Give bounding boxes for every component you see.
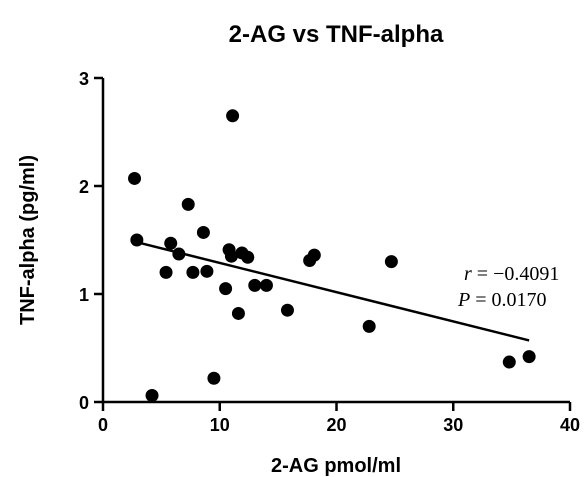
data-point <box>200 264 214 278</box>
data-point <box>128 171 142 185</box>
x-tick-label: 20 <box>326 415 346 435</box>
data-point <box>384 255 398 269</box>
p-value: = 0.0170 <box>470 289 546 311</box>
r-symbol: r <box>464 263 472 285</box>
p-symbol: P <box>457 289 470 311</box>
data-point <box>196 225 210 239</box>
x-axis-label: 2-AG pmol/ml <box>271 455 401 477</box>
data-point <box>145 389 159 403</box>
data-point <box>522 350 536 364</box>
x-tick-label: 30 <box>443 415 463 435</box>
data-point <box>241 250 255 264</box>
data-point <box>280 303 294 317</box>
data-point <box>248 278 262 292</box>
data-point <box>502 355 516 369</box>
y-tick-label: 0 <box>79 393 89 413</box>
x-tick-label: 40 <box>560 415 580 435</box>
trendline-group <box>136 240 530 342</box>
y-tick-label: 1 <box>79 285 89 305</box>
data-point <box>181 197 195 211</box>
y-tick-label: 3 <box>79 69 89 89</box>
data-point <box>219 282 233 296</box>
y-axis-label: TNF-alpha (pg/ml) <box>17 155 39 325</box>
x-axis: 0 10 20 30 40 <box>98 400 580 435</box>
data-point <box>307 248 321 262</box>
data-point <box>231 306 245 320</box>
data-points <box>128 109 536 403</box>
x-tick-label: 0 <box>98 415 108 435</box>
x-tick-label: 10 <box>210 415 230 435</box>
r-annotation: r = −0.4091 <box>464 263 559 285</box>
p-annotation: P = 0.0170 <box>457 289 547 311</box>
data-point <box>164 236 178 250</box>
r-value: = −0.4091 <box>472 263 560 285</box>
data-point <box>159 265 173 279</box>
data-point <box>226 109 240 123</box>
data-point <box>186 265 200 279</box>
data-point <box>207 371 221 385</box>
data-point <box>259 278 273 292</box>
y-axis: 0 1 2 3 <box>79 69 105 413</box>
y-tick-label: 2 <box>79 177 89 197</box>
data-point <box>224 249 238 263</box>
chart-title: 2-AG vs TNF-alpha <box>229 21 444 48</box>
data-point <box>362 319 376 333</box>
trendline <box>136 240 530 342</box>
